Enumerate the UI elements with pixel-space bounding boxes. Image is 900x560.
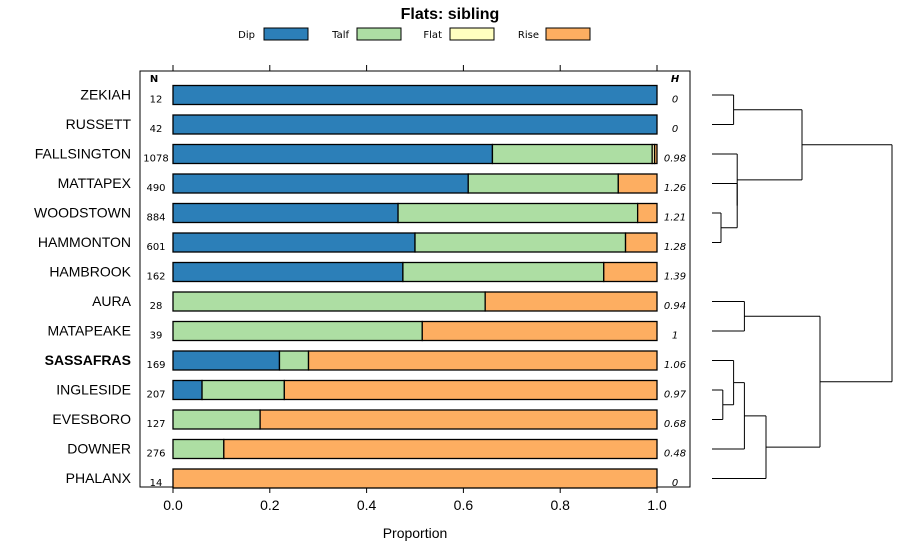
h-value-ingleside: 0.97 [664, 390, 687, 401]
category-label-phalanx: PHALANX [66, 470, 132, 486]
bar-segment-aura-rise [484, 291, 658, 312]
legend-swatch-dip [263, 27, 309, 41]
bar-segment-mattapex-dip [172, 173, 469, 194]
h-column-header: H [671, 74, 680, 85]
bar-segment-hammonton-rise [624, 232, 658, 253]
h-value-fallsington: 0.98 [664, 154, 686, 165]
n-value-downer: 276 [146, 449, 165, 460]
n-value-mattapex: 490 [146, 183, 165, 194]
n-value-ingleside: 207 [146, 390, 165, 401]
category-label-sassafras: SASSAFRAS [45, 352, 131, 368]
n-value-russett: 42 [150, 124, 163, 135]
bar-segment-woodstown-talf [397, 202, 639, 224]
n-value-sassafras: 169 [146, 360, 165, 371]
n-column-header: N [150, 74, 158, 85]
x-tick-label: 1.0 [647, 497, 667, 513]
n-value-hammonton: 601 [146, 242, 165, 253]
h-value-matapeake: 1 [672, 331, 678, 342]
bar-segment-fallsington-talf [491, 143, 653, 165]
bar-segment-mattapex-talf [467, 173, 619, 194]
category-label-hambrook: HAMBROOK [49, 264, 131, 280]
category-label-russett: RUSSETT [66, 116, 132, 132]
h-value-woodstown: 1.21 [664, 213, 686, 224]
category-label-mattapex: MATTAPEX [58, 175, 132, 191]
bar-segment-downer-rise [223, 438, 658, 460]
bar-segment-woodstown-rise [636, 202, 658, 224]
legend-swatch-rise [545, 27, 591, 41]
x-tick-label: 0.4 [357, 497, 377, 513]
bar-segment-downer-talf [172, 438, 225, 460]
category-label-woodstown: WOODSTOWN [34, 205, 131, 221]
bar-segment-ingleside-rise [283, 379, 658, 401]
category-label-aura: AURA [92, 293, 132, 309]
n-value-fallsington: 1078 [143, 154, 168, 165]
category-label-downer: DOWNER [67, 441, 131, 457]
bars [172, 84, 658, 489]
bar-segment-sassafras-rise [307, 350, 658, 371]
bar-segment-ingleside-dip [172, 379, 203, 401]
legend-swatch-talf [356, 27, 402, 41]
bar-segment-hambrook-talf [402, 261, 605, 283]
legend-label-dip: Dip [238, 30, 255, 41]
category-label-zekiah: ZEKIAH [80, 87, 131, 103]
bar-segment-mattapex-rise [617, 173, 658, 194]
chart-title: Flats: sibling [401, 6, 500, 23]
h-value-downer: 0.48 [664, 449, 686, 460]
bar-segment-matapeake-talf [172, 320, 423, 342]
dendrogram [712, 94, 893, 479]
category-label-fallsington: FALLSINGTON [35, 146, 131, 162]
h-value-russett: 0 [672, 124, 678, 135]
h-value-sassafras: 1.06 [664, 360, 686, 371]
n-value-phalanx: 14 [150, 478, 163, 489]
h-value-zekiah: 0 [672, 95, 678, 106]
bar-segment-fallsington-dip [172, 143, 494, 165]
category-label-evesboro: EVESBORO [52, 411, 131, 427]
legend-label-talf: Talf [331, 30, 349, 41]
x-axis-label: Proportion [383, 525, 448, 541]
x-tick-label: 0.2 [260, 497, 280, 513]
category-labels: ZEKIAH 12 0 RUSSETT 42 0 FALLSINGTON 1078 0.98 MA… [34, 87, 687, 490]
bar-segment-aura-talf [172, 291, 486, 312]
x-tick-label: 0.8 [550, 497, 570, 513]
bar-segment-sassafras-talf [278, 350, 310, 371]
legend: Dip Talf Flat Rise [238, 27, 591, 41]
bar-segment-phalanx-rise [172, 468, 658, 489]
bar-segment-evesboro-rise [259, 409, 658, 430]
h-value-hambrook: 1.39 [664, 272, 686, 283]
bar-segment-hambrook-dip [172, 261, 404, 283]
n-value-zekiah: 12 [150, 95, 163, 106]
h-value-phalanx: 0 [672, 478, 678, 489]
category-label-hammonton: HAMMONTON [38, 234, 131, 250]
x-tick-label: 0.0 [163, 497, 183, 513]
n-value-matapeake: 39 [150, 331, 163, 342]
bar-segment-ingleside-talf [201, 379, 285, 401]
n-value-hambrook: 162 [146, 272, 165, 283]
bar-segment-fallsington-rise [653, 143, 658, 165]
legend-label-flat: Flat [423, 30, 442, 41]
category-label-ingleside: INGLESIDE [56, 382, 131, 398]
bar-segment-evesboro-talf [172, 409, 261, 430]
bar-segment-russett-dip [172, 114, 658, 135]
legend-swatch-flat [449, 27, 495, 41]
bar-segment-zekiah-dip [172, 84, 658, 106]
h-value-aura: 0.94 [664, 301, 686, 312]
x-tick-label: 0.6 [454, 497, 474, 513]
category-label-matapeake: MATAPEAKE [47, 323, 131, 339]
bar-segment-hambrook-rise [603, 261, 658, 283]
bar-segment-woodstown-dip [172, 202, 399, 224]
n-value-aura: 28 [150, 301, 163, 312]
h-value-mattapex: 1.26 [664, 183, 686, 194]
n-value-evesboro: 127 [146, 419, 165, 430]
h-value-evesboro: 0.68 [664, 419, 686, 430]
bar-segment-matapeake-rise [421, 320, 658, 342]
bar-segment-hammonton-dip [172, 232, 416, 253]
bar-segment-hammonton-talf [414, 232, 627, 253]
n-value-woodstown: 884 [146, 213, 165, 224]
h-value-hammonton: 1.28 [664, 242, 686, 253]
bar-segment-sassafras-dip [172, 350, 281, 371]
legend-label-rise: Rise [518, 30, 539, 41]
